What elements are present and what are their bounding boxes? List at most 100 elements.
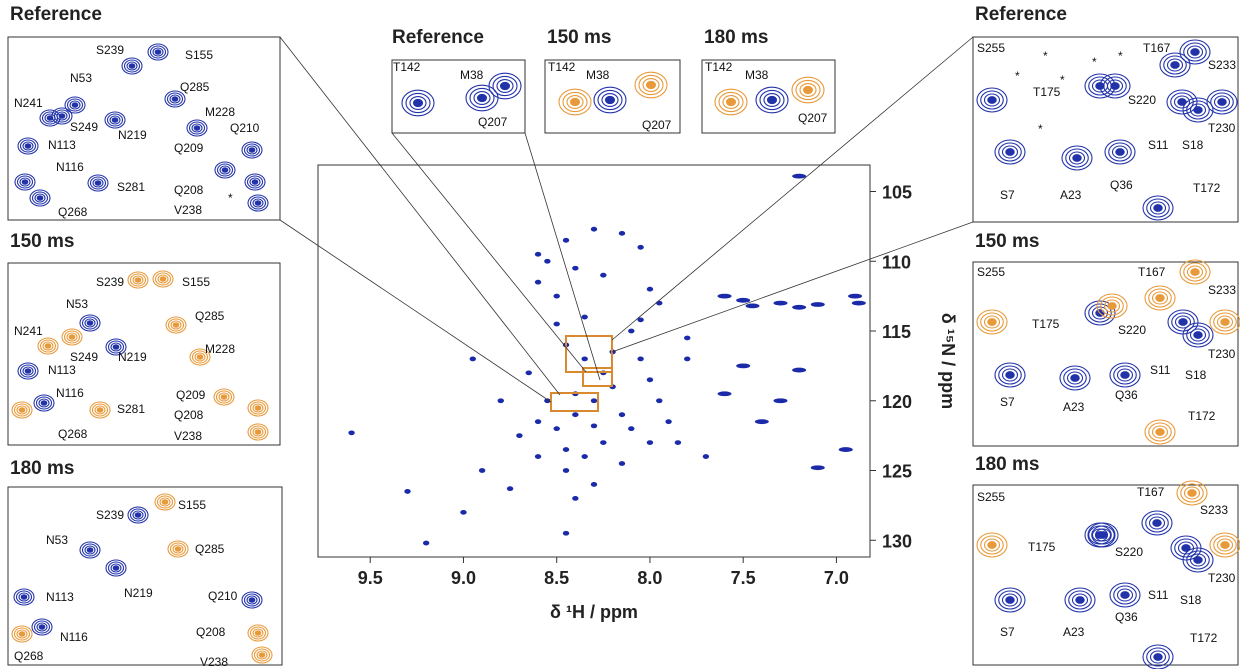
peak xyxy=(665,419,672,425)
peak xyxy=(702,454,710,459)
peak xyxy=(754,419,769,425)
contour xyxy=(172,322,180,328)
contour xyxy=(94,405,106,415)
peak-label: Q285 xyxy=(180,80,210,94)
contour xyxy=(998,142,1022,162)
peak xyxy=(553,293,560,299)
contour xyxy=(69,100,81,110)
contour xyxy=(154,493,176,511)
peak xyxy=(684,335,691,341)
contour xyxy=(1213,95,1231,109)
inset-frame xyxy=(701,59,836,134)
contour xyxy=(171,96,179,102)
contour xyxy=(64,96,86,114)
contour xyxy=(1183,262,1207,282)
peak-label: T142 xyxy=(705,60,733,74)
contour xyxy=(35,396,53,410)
contour xyxy=(15,590,33,604)
contour xyxy=(172,544,184,554)
contour xyxy=(1005,596,1015,604)
contour xyxy=(983,315,1001,329)
peak xyxy=(581,314,588,320)
contour xyxy=(247,624,269,642)
zoom-box xyxy=(582,367,613,387)
contour xyxy=(994,587,1026,613)
peak-label: N116 xyxy=(60,630,88,644)
peak xyxy=(810,465,825,471)
contour xyxy=(1152,519,1162,527)
peak-label: Q207 xyxy=(798,111,828,125)
peak xyxy=(562,447,570,452)
contour xyxy=(105,559,127,577)
peak-label: M228 xyxy=(205,105,235,119)
contour xyxy=(496,79,514,93)
contour xyxy=(196,354,204,360)
y-tick-label: 105 xyxy=(882,183,912,203)
contour xyxy=(1209,309,1240,335)
contour xyxy=(159,497,171,507)
peak xyxy=(562,530,570,536)
contour xyxy=(1166,89,1198,115)
contour xyxy=(1109,362,1141,388)
contour xyxy=(1103,76,1127,96)
peak-label: N219 xyxy=(124,586,153,600)
contour xyxy=(763,93,781,107)
inset-frame xyxy=(972,484,1239,666)
contour xyxy=(1183,486,1201,500)
peak-label: T175 xyxy=(1033,85,1061,99)
contour xyxy=(1061,145,1093,171)
contour xyxy=(1094,528,1112,542)
contour xyxy=(558,88,592,116)
contour xyxy=(246,595,258,605)
peak-label: * xyxy=(1038,122,1043,136)
contour xyxy=(604,95,616,105)
contour xyxy=(1178,318,1188,326)
peak-label: Q208 xyxy=(174,183,204,197)
contour xyxy=(16,629,28,639)
contour xyxy=(254,200,262,206)
contour xyxy=(89,401,111,419)
contour xyxy=(1189,328,1207,342)
contour xyxy=(766,95,778,105)
contour xyxy=(1065,148,1089,168)
peak xyxy=(562,468,570,473)
contour xyxy=(189,348,211,366)
contour xyxy=(980,90,1004,110)
peak-label: N53 xyxy=(66,297,88,311)
contour xyxy=(1108,142,1132,162)
peak-label: N219 xyxy=(118,350,147,364)
contour xyxy=(1190,268,1200,276)
contour xyxy=(1107,302,1117,310)
contour xyxy=(1148,288,1172,308)
contour xyxy=(597,89,623,111)
peak xyxy=(628,328,635,334)
contour xyxy=(1149,201,1167,215)
contour xyxy=(66,332,78,342)
peak-label: S239 xyxy=(96,508,124,522)
contour xyxy=(1186,325,1210,345)
contour xyxy=(243,143,261,157)
contour xyxy=(1206,89,1238,115)
contour xyxy=(401,89,435,117)
contour xyxy=(1187,489,1197,497)
peak-label: A23 xyxy=(1063,625,1085,639)
contour xyxy=(193,125,201,131)
contour xyxy=(983,538,1001,552)
contour xyxy=(246,175,264,189)
contour xyxy=(36,195,44,201)
peak-label: N53 xyxy=(46,533,68,547)
contour xyxy=(167,540,189,558)
x-tick-label: 8.5 xyxy=(544,568,569,588)
contour xyxy=(40,400,48,406)
contour xyxy=(1103,299,1121,313)
contour xyxy=(642,78,660,92)
peak xyxy=(600,440,607,446)
contour xyxy=(214,161,236,179)
contour xyxy=(1153,653,1163,661)
contour xyxy=(1063,368,1087,388)
contour xyxy=(246,145,258,155)
contour xyxy=(213,388,235,406)
contour xyxy=(128,63,136,69)
contour xyxy=(1001,145,1019,159)
